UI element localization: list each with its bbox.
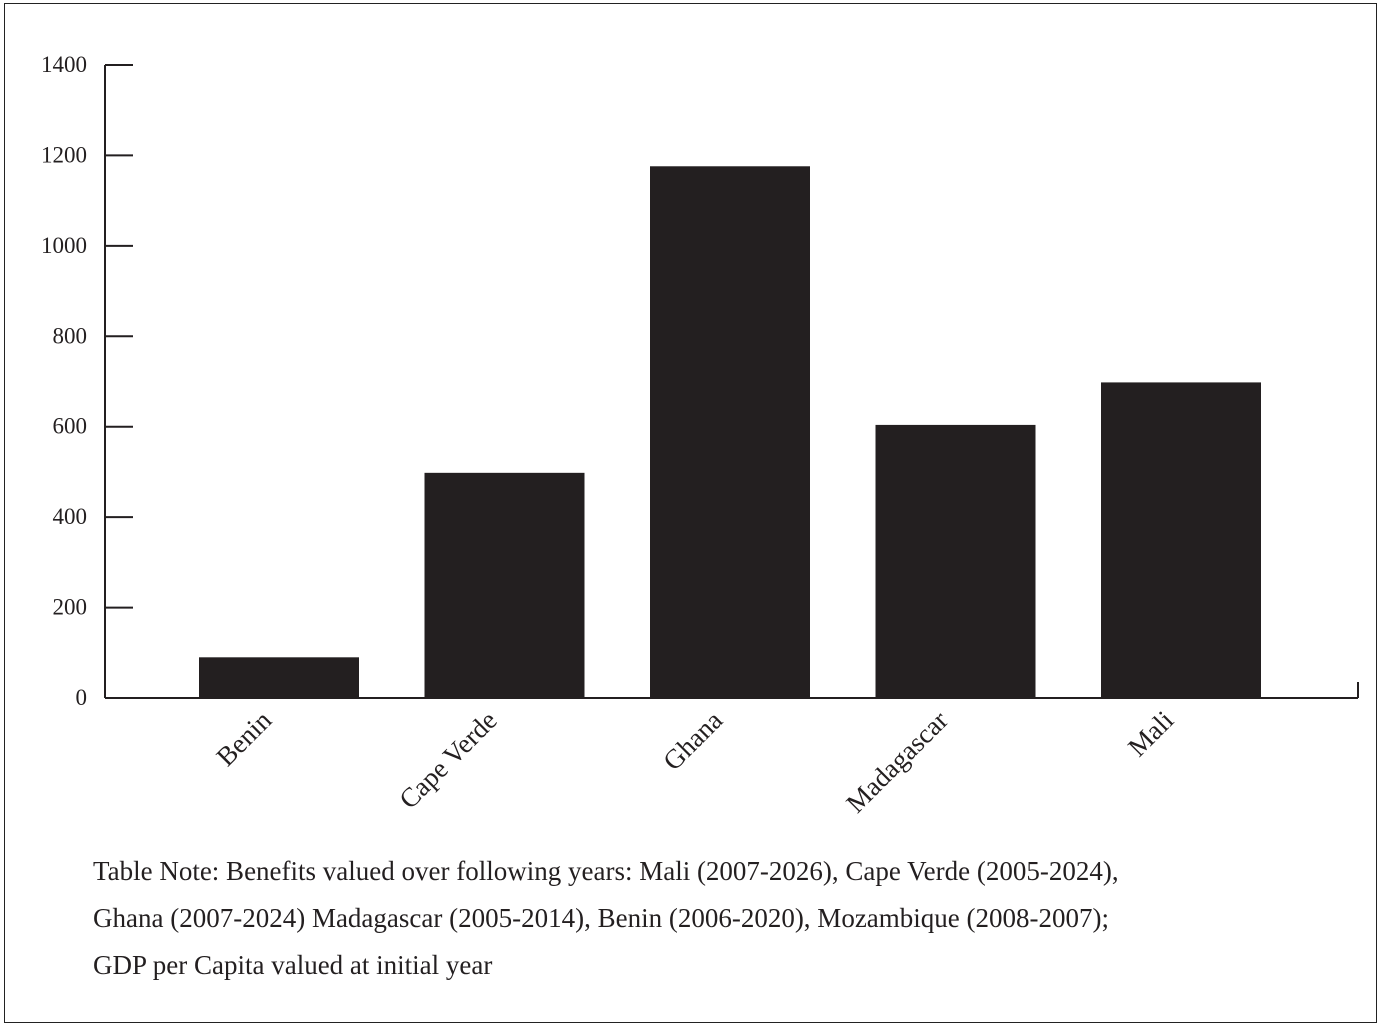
bars [199, 166, 1261, 698]
bar [1101, 382, 1261, 698]
x-tick-label: Ghana [657, 705, 728, 776]
bar [650, 166, 810, 698]
y-tick-label: 600 [53, 414, 88, 439]
bar [424, 472, 585, 698]
y-tick-label: 1200 [41, 142, 87, 167]
y-tick-label: 0 [76, 685, 88, 710]
y-axis-ticks [105, 64, 133, 699]
bar [875, 424, 1036, 698]
x-tick-label: Benin [210, 705, 277, 772]
x-tick-label: Mali [1122, 705, 1179, 762]
y-tick-label: 1400 [41, 52, 87, 77]
x-tick-label: Cape Verde [393, 705, 502, 814]
table-note-line-3: GDP per Capita valued at initial year [93, 950, 493, 980]
y-tick-label: 400 [53, 504, 88, 529]
table-note: Table Note: Benefits valued over followi… [93, 848, 1333, 989]
bar-chart: 0 200 400 600 800 1000 1200 1400 Benin Cape Verd… [41, 52, 1359, 819]
x-tick-label: Madagascar [840, 705, 953, 818]
y-axis-tick-labels: 0 200 400 600 800 1000 1200 1400 [41, 52, 87, 710]
bar [199, 657, 359, 698]
y-tick-label: 800 [53, 323, 88, 348]
table-note-line-2: Ghana (2007-2024) Madagascar (2005-2014)… [93, 903, 1109, 933]
y-tick-label: 1000 [41, 233, 87, 258]
y-tick-label: 200 [53, 595, 88, 620]
table-note-line-1: Table Note: Benefits valued over followi… [93, 856, 1119, 886]
x-axis-tick-labels: Benin Cape Verde Ghana Madagascar Mali [210, 705, 1179, 819]
